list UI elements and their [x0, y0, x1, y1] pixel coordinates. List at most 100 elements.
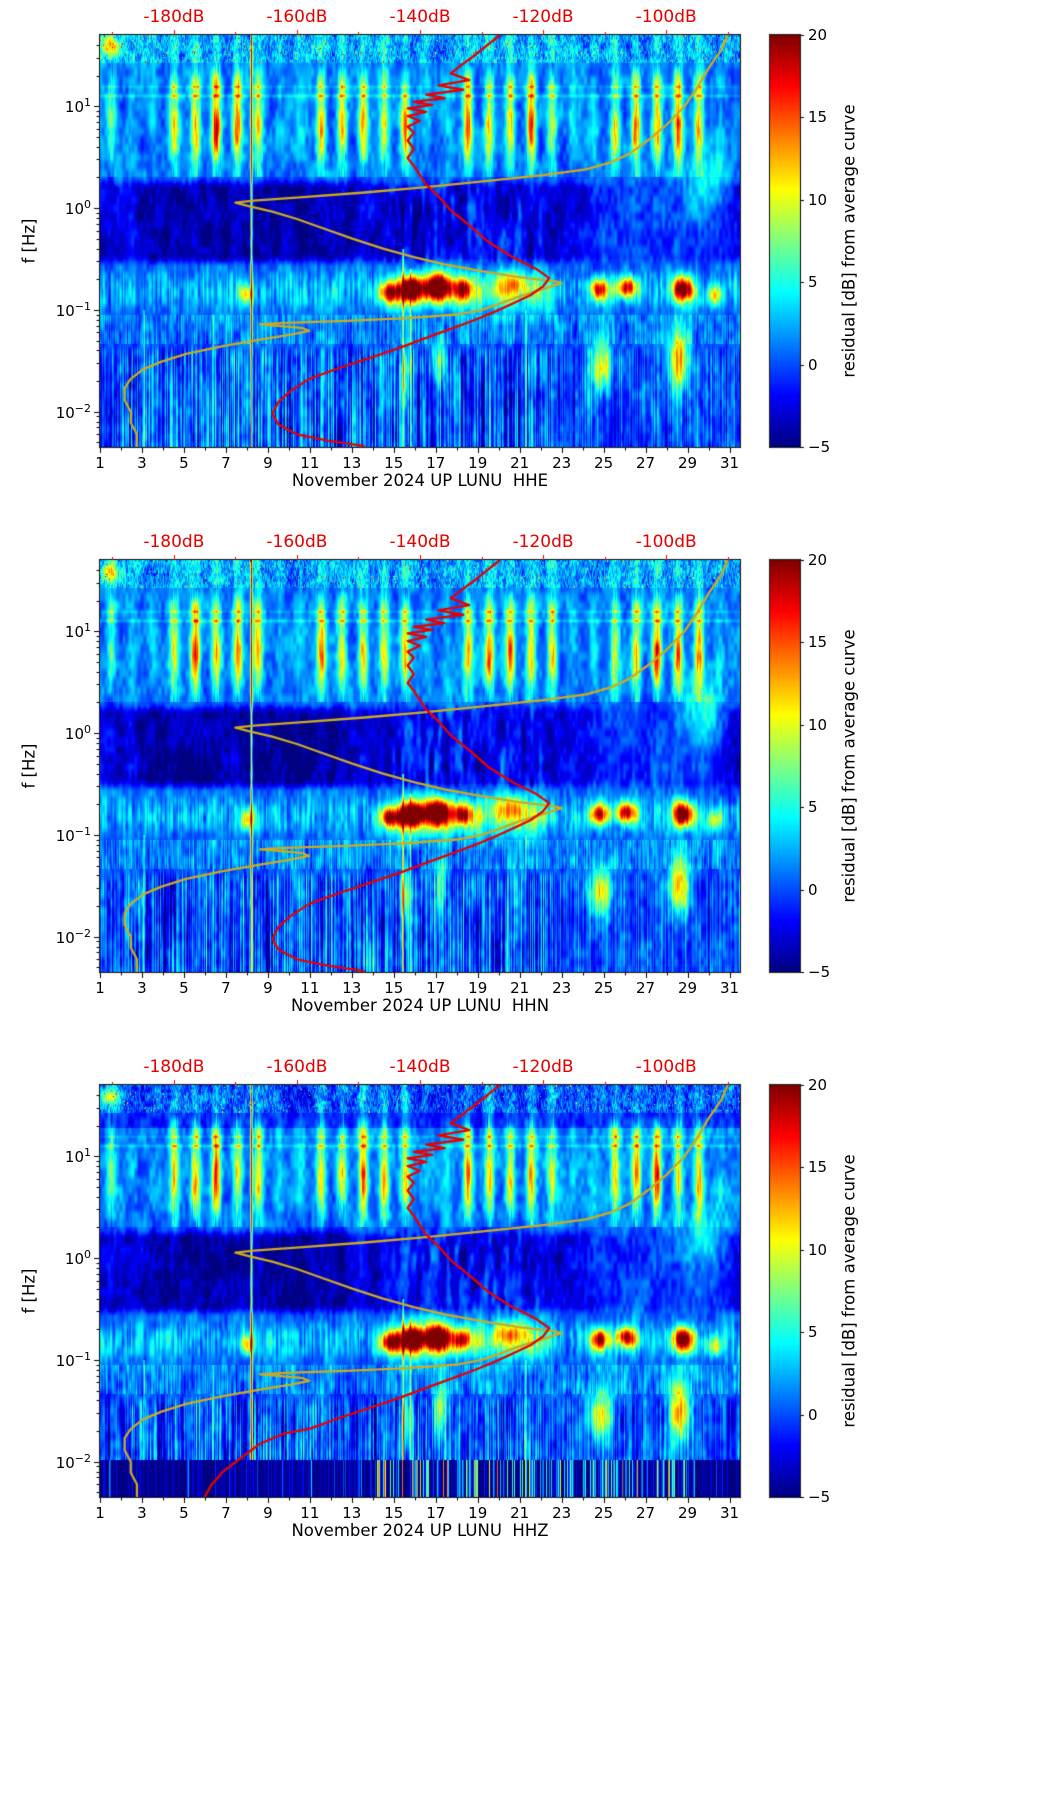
top-axis-tick-label: -180dB — [143, 7, 205, 27]
top-axis-tick-label: -120dB — [512, 532, 574, 552]
y-tick-label: 101 — [64, 1145, 91, 1166]
axes-frame — [0, 525, 1052, 995]
x-tick-label: 19 — [468, 1504, 488, 1522]
colorbar-tick-label: 0 — [808, 880, 818, 899]
x-tick-label: 19 — [468, 979, 488, 997]
x-tick-label: 27 — [636, 1504, 656, 1522]
colorbar-title: residual [dB] from average curve — [839, 1154, 859, 1428]
x-tick-label: 5 — [179, 454, 189, 472]
axes-frame — [0, 1050, 1052, 1520]
y-axis-title: f [Hz] — [19, 1268, 39, 1314]
top-axis-tick-label: -140dB — [389, 7, 451, 27]
y-tick-label: 100 — [64, 722, 91, 743]
x-tick-label: 21 — [510, 454, 530, 472]
colorbar-tick-label: 5 — [808, 272, 818, 291]
axes-frame — [0, 0, 1052, 470]
x-tick-label: 31 — [719, 454, 740, 472]
top-axis-tick-label: -100dB — [635, 532, 697, 552]
top-axis-tick-label: -180dB — [143, 1057, 205, 1077]
top-axis-tick-label: -160dB — [266, 7, 328, 27]
x-axis-title: November 2024 UP LUNU HHE — [291, 471, 549, 490]
y-tick-label: 100 — [64, 197, 91, 218]
x-tick-label: 11 — [300, 454, 320, 472]
x-axis-title: November 2024 UP LUNU HHN — [290, 996, 550, 1015]
x-tick-label: 15 — [384, 979, 404, 997]
x-tick-label: 25 — [594, 1504, 614, 1522]
x-tick-label: 31 — [719, 1504, 740, 1522]
x-tick-label: 23 — [552, 454, 572, 472]
colorbar-tick-label: 10 — [808, 715, 828, 734]
top-axis-tick-label: -120dB — [512, 1057, 574, 1077]
x-tick-label: 11 — [300, 1504, 320, 1522]
x-tick-label: 7 — [221, 1504, 231, 1522]
x-tick-label: 17 — [426, 1504, 446, 1522]
x-tick-label: 17 — [426, 454, 446, 472]
colorbar-tick-label: 0 — [808, 1405, 818, 1424]
colorbar-tick-label: 10 — [808, 1240, 828, 1259]
x-tick-label: 25 — [594, 454, 614, 472]
colorbar-tick-label: 15 — [808, 1158, 828, 1177]
y-tick-label: 10−1 — [55, 824, 91, 845]
y-tick-label: 10−2 — [55, 401, 91, 422]
x-tick-label: 3 — [137, 454, 147, 472]
x-tick-label: 17 — [426, 979, 446, 997]
x-tick-label: 3 — [137, 1504, 147, 1522]
y-axis-title: f [Hz] — [19, 743, 39, 789]
top-axis-tick-label: -140dB — [389, 532, 451, 552]
x-tick-label: 1 — [95, 979, 105, 997]
x-tick-label: 29 — [677, 454, 698, 472]
colorbar-tick-label: −5 — [808, 437, 831, 456]
colorbar-tick-label: 15 — [808, 108, 828, 127]
x-tick-label: 31 — [719, 979, 740, 997]
x-tick-label: 1 — [95, 454, 105, 472]
x-tick-label: 13 — [342, 979, 362, 997]
y-tick-label: 10−1 — [55, 1349, 91, 1370]
x-tick-label: 23 — [552, 1504, 572, 1522]
x-tick-label: 9 — [263, 979, 273, 997]
x-tick-label: 13 — [342, 1504, 362, 1522]
colorbar-tick-label: 0 — [808, 355, 818, 374]
x-tick-label: 7 — [221, 454, 231, 472]
x-tick-label: 29 — [677, 979, 698, 997]
x-tick-label: 9 — [263, 1504, 273, 1522]
top-axis-tick-label: -100dB — [635, 7, 697, 27]
top-axis-tick-label: -160dB — [266, 1057, 328, 1077]
x-tick-label: 21 — [510, 1504, 530, 1522]
y-tick-label: 100 — [64, 1247, 91, 1268]
x-tick-label: 1 — [95, 1504, 105, 1522]
x-tick-label: 25 — [594, 979, 614, 997]
x-tick-label: 5 — [179, 1504, 189, 1522]
colorbar-tick-label: 20 — [808, 25, 828, 44]
colorbar-tick-label: −5 — [808, 1487, 831, 1506]
top-axis-tick-label: -120dB — [512, 7, 574, 27]
panel-hhn: f [Hz] November 2024 UP LUNU HHN residua… — [0, 525, 1052, 1030]
x-tick-label: 13 — [342, 454, 362, 472]
x-tick-label: 19 — [468, 454, 488, 472]
colorbar-tick-label: 15 — [808, 633, 828, 652]
top-axis-tick-label: -100dB — [635, 1057, 697, 1077]
x-tick-label: 23 — [552, 979, 572, 997]
y-tick-label: 10−1 — [55, 299, 91, 320]
panel-hhz: f [Hz] November 2024 UP LUNU HHZ residua… — [0, 1050, 1052, 1555]
colorbar-tick-label: 5 — [808, 1322, 818, 1341]
top-axis-tick-label: -140dB — [389, 1057, 451, 1077]
x-tick-label: 27 — [636, 979, 656, 997]
x-tick-label: 27 — [636, 454, 656, 472]
colorbar-title: residual [dB] from average curve — [839, 629, 859, 903]
y-axis-title: f [Hz] — [19, 218, 39, 264]
colorbar-tick-label: 5 — [808, 797, 818, 816]
panel-hhe: f [Hz] November 2024 UP LUNU HHE residua… — [0, 0, 1052, 505]
x-tick-label: 11 — [300, 979, 320, 997]
x-tick-label: 5 — [179, 979, 189, 997]
colorbar-tick-label: 20 — [808, 1075, 828, 1094]
y-tick-label: 101 — [64, 620, 91, 641]
y-tick-label: 10−2 — [55, 1451, 91, 1472]
x-axis-title: November 2024 UP LUNU HHZ — [291, 1521, 549, 1540]
x-tick-label: 15 — [384, 1504, 404, 1522]
x-tick-label: 21 — [510, 979, 530, 997]
colorbar-tick-label: 20 — [808, 550, 828, 569]
top-axis-tick-label: -180dB — [143, 532, 205, 552]
x-tick-label: 7 — [221, 979, 231, 997]
y-tick-label: 10−2 — [55, 926, 91, 947]
